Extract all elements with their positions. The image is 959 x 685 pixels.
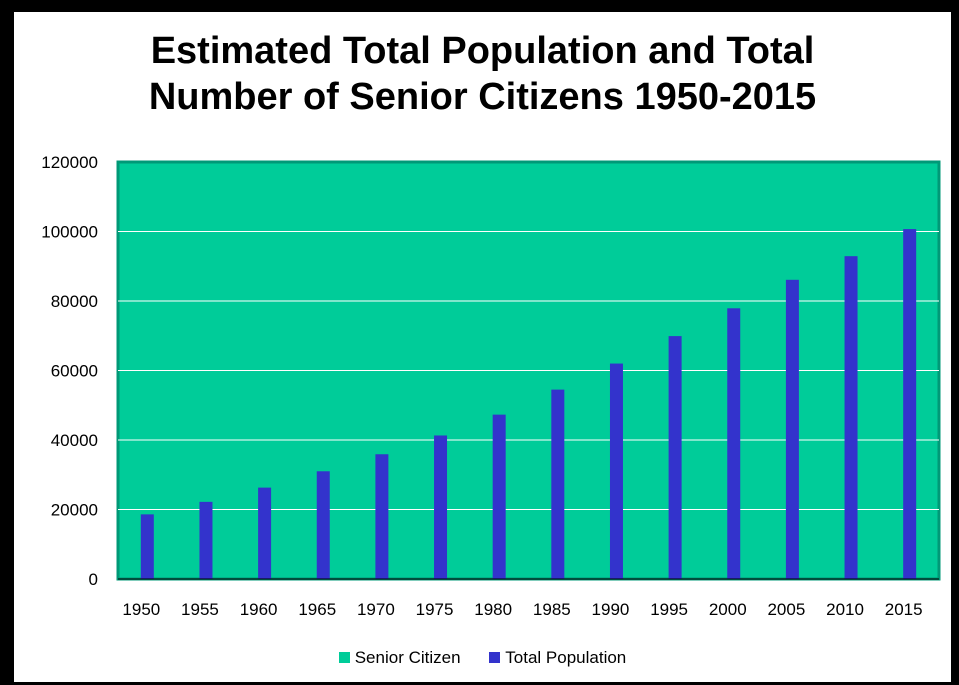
- bar-total-population: [844, 256, 858, 579]
- legend-swatch-total-population: [489, 652, 501, 663]
- bar-total-population: [258, 487, 272, 579]
- bar-total-population: [316, 471, 330, 579]
- x-tick-label: 1995: [650, 600, 688, 619]
- chart-title-line-2: Number of Senior Citizens 1950-2015: [148, 76, 817, 118]
- x-tick-label: 1970: [357, 600, 395, 619]
- y-axis-tick-labels: 0 20000 40000 60000 80000 100000 120000: [41, 153, 98, 589]
- bar-total-population: [903, 229, 917, 579]
- legend-swatch-senior-citizen: [338, 652, 350, 663]
- y-tick-label: 0: [89, 570, 98, 589]
- legend-item-total-population: Total Population: [489, 648, 626, 668]
- y-tick-label: 80000: [51, 292, 98, 311]
- x-tick-label: 2005: [767, 600, 805, 619]
- x-tick-label: 2015: [885, 600, 923, 619]
- bar-total-population: [609, 363, 623, 579]
- x-tick-label: 1955: [181, 600, 219, 619]
- x-tick-label: 1965: [298, 600, 336, 619]
- legend-label-total-population: Total Population: [505, 648, 627, 667]
- x-tick-label: 1960: [240, 600, 278, 619]
- x-tick-label: 1975: [416, 600, 454, 619]
- chart-frame: Estimated Total Population and Total Num…: [14, 12, 951, 682]
- chart-title-line-1: Estimated Total Population and Total: [150, 30, 815, 72]
- legend-label-senior-citizen: Senior Citizen: [354, 648, 461, 667]
- bar-total-population: [199, 501, 213, 579]
- y-tick-label: 120000: [41, 153, 98, 172]
- x-tick-label: 2000: [709, 600, 747, 619]
- y-tick-label: 20000: [51, 501, 98, 520]
- bar-total-population: [375, 454, 389, 579]
- bar-total-population: [785, 279, 799, 579]
- x-axis-tick-labels: 1950 1955 1960 1965 1970 1975 1980 1985 1990 1995…: [122, 600, 922, 619]
- x-tick-label: 1950: [122, 600, 160, 619]
- y-tick-label: 40000: [51, 431, 98, 450]
- bar-total-population: [492, 414, 506, 579]
- y-tick-label: 60000: [51, 362, 98, 381]
- x-tick-label: 1985: [533, 600, 571, 619]
- bar-total-population: [551, 389, 565, 579]
- x-tick-label: 1980: [474, 600, 512, 619]
- x-tick-label: 1990: [592, 600, 630, 619]
- legend: Senior Citizen Total Population: [14, 648, 951, 668]
- bar-total-population: [434, 435, 448, 579]
- x-tick-label: 2010: [826, 600, 864, 619]
- bar-total-population: [727, 308, 741, 579]
- bar-total-population: [140, 514, 154, 579]
- y-tick-label: 100000: [41, 223, 98, 242]
- bars: [118, 229, 939, 580]
- legend-item-senior-citizen: Senior Citizen: [338, 648, 461, 668]
- bar-total-population: [668, 336, 682, 579]
- gridlines: [118, 231, 939, 510]
- chart-title: Estimated Total Population and Total Num…: [14, 28, 951, 120]
